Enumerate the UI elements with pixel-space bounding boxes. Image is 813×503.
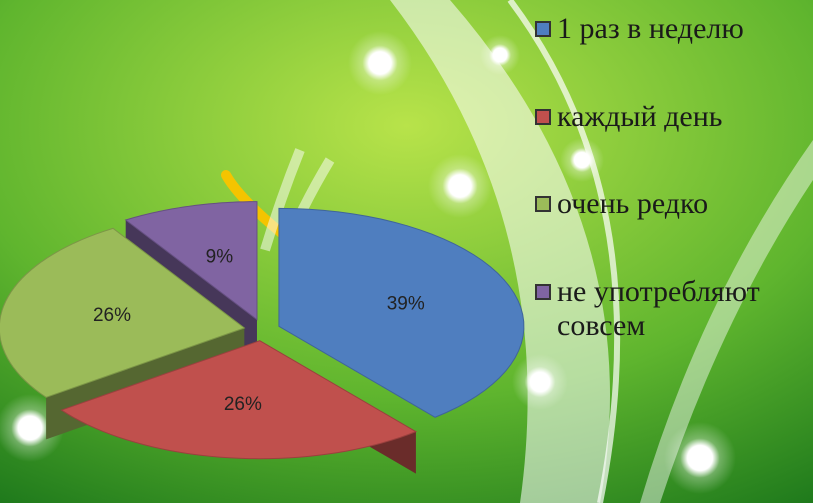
legend-swatch: [535, 196, 551, 212]
legend-swatch: [535, 21, 551, 37]
legend-label: не употребляют совсем: [557, 275, 760, 342]
pie-slice: [60, 340, 418, 460]
stripe: [640, 140, 813, 503]
stripe: [507, 0, 621, 503]
pie: 39% 26% 26% 9%: [0, 201, 525, 501]
pie-slice: [278, 207, 525, 418]
legend-swatch: [535, 109, 551, 125]
legend-item: каждый день: [535, 100, 805, 134]
data-label: 26%: [93, 305, 131, 326]
legend-item: не употребляют совсем: [535, 275, 805, 343]
legend-label: 1 раз в неделю: [557, 12, 744, 45]
pie-slice: [0, 227, 246, 398]
legend-item: очень редко: [535, 187, 805, 221]
legend-label: очень редко: [557, 187, 709, 220]
legend-label: каждый день: [557, 100, 723, 133]
data-label: 9%: [206, 246, 234, 267]
data-label: 26%: [224, 394, 262, 415]
pie-slice: [124, 201, 258, 321]
data-label: 39%: [387, 293, 425, 314]
legend-item: 1 раз в неделю: [535, 12, 805, 46]
legend-swatch: [535, 284, 551, 300]
